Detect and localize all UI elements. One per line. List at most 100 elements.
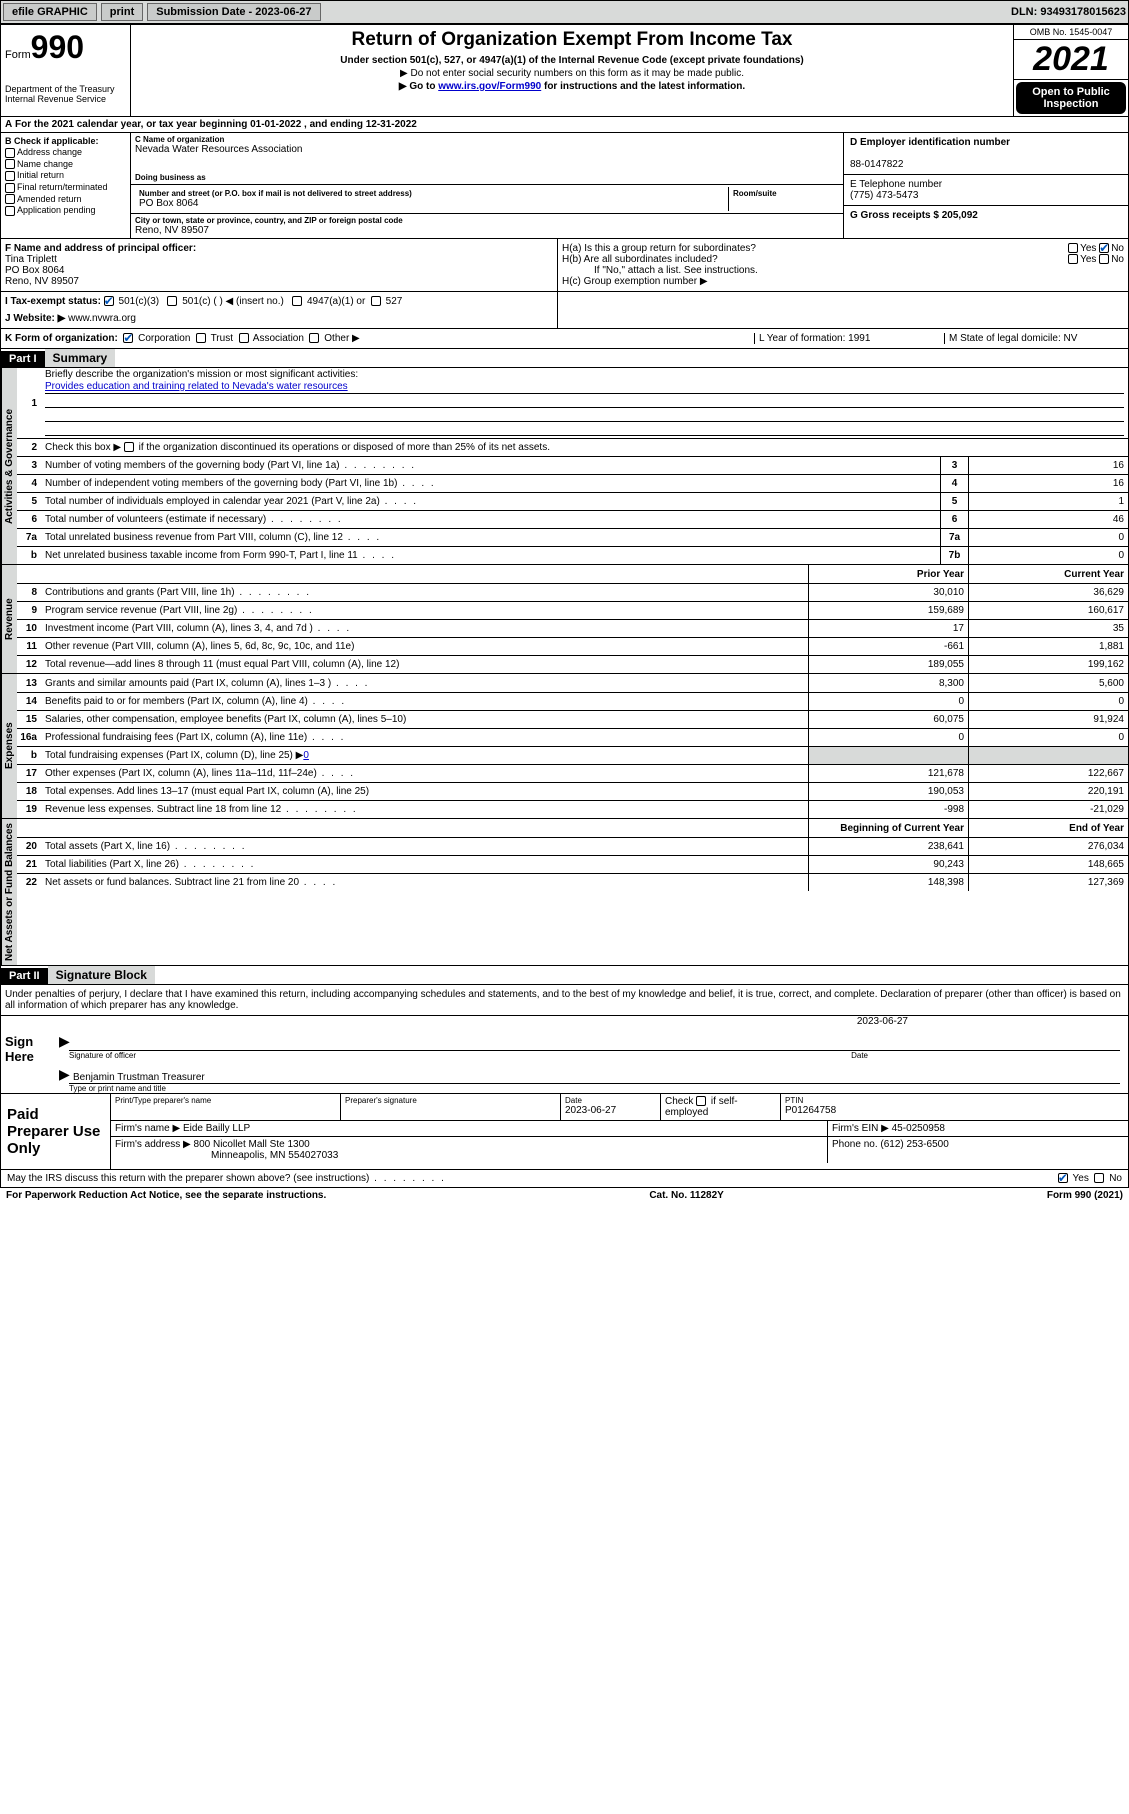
- self-employed-checkbox[interactable]: [696, 1096, 706, 1106]
- hb-no-checkbox[interactable]: [1099, 254, 1109, 264]
- line-5-value: 1: [968, 493, 1128, 510]
- amended-return-checkbox[interactable]: [5, 194, 15, 204]
- line-17-prior: 121,678: [808, 765, 968, 782]
- line-18-label: Total expenses. Add lines 13–17 (must eq…: [41, 785, 808, 798]
- website-label: J Website: ▶: [5, 313, 65, 324]
- firm-addr-label: Firm's address ▶: [115, 1139, 191, 1150]
- line-18-current: 220,191: [968, 783, 1128, 800]
- line-16b-value: 0: [303, 750, 309, 761]
- efile-label: efile GRAPHIC: [3, 3, 97, 21]
- side-label-net-assets: Net Assets or Fund Balances: [1, 819, 17, 965]
- exempt-status-row: I Tax-exempt status: 501(c)(3) 501(c) ( …: [0, 292, 1129, 329]
- line-7a-value: 0: [968, 529, 1128, 546]
- line-21-end: 148,665: [968, 856, 1128, 873]
- officer-name-title: Benjamin Trustman Treasurer: [73, 1072, 205, 1083]
- line-9-prior: 159,689: [808, 602, 968, 619]
- tax-year: 2021: [1014, 40, 1128, 80]
- line-10-label: Investment income (Part VIII, column (A)…: [41, 622, 808, 635]
- address-change-checkbox[interactable]: [5, 148, 15, 158]
- association-checkbox[interactable]: [239, 333, 249, 343]
- trust-checkbox[interactable]: [196, 333, 206, 343]
- prior-year-header: Prior Year: [808, 565, 968, 583]
- form-header: Form990 Department of the Treasury Inter…: [0, 24, 1129, 117]
- line-16a-current: 0: [968, 729, 1128, 746]
- dln: DLN: 93493178015623: [1011, 6, 1126, 18]
- paid-preparer-block: Paid Preparer Use Only Print/Type prepar…: [0, 1094, 1129, 1170]
- line-7b-label: Net unrelated business taxable income fr…: [41, 549, 940, 562]
- corporation-checkbox[interactable]: [123, 333, 133, 343]
- ha-no-checkbox[interactable]: [1099, 243, 1109, 253]
- beginning-year-header: Beginning of Current Year: [808, 819, 968, 837]
- application-pending-checkbox[interactable]: [5, 206, 15, 216]
- line-13-current: 5,600: [968, 674, 1128, 692]
- discuss-label: May the IRS discuss this return with the…: [7, 1173, 446, 1184]
- side-label-governance: Activities & Governance: [1, 368, 17, 564]
- line-12-current: 199,162: [968, 656, 1128, 673]
- discuss-yes-checkbox[interactable]: [1058, 1173, 1068, 1183]
- line-16b-label: Total fundraising expenses (Part IX, col…: [45, 750, 303, 761]
- firm-ein-label: Firm's EIN ▶: [832, 1123, 889, 1134]
- other-checkbox[interactable]: [309, 333, 319, 343]
- final-return-checkbox[interactable]: [5, 183, 15, 193]
- line-7a-label: Total unrelated business revenue from Pa…: [41, 531, 940, 544]
- paperwork-notice: For Paperwork Reduction Act Notice, see …: [6, 1190, 326, 1201]
- line-21-beg: 90,243: [808, 856, 968, 873]
- line-19-prior: -998: [808, 801, 968, 818]
- side-label-expenses: Expenses: [1, 674, 17, 818]
- print-button[interactable]: print: [101, 3, 143, 21]
- check-applicable-col: B Check if applicable: Address change Na…: [1, 133, 131, 238]
- 4947-checkbox[interactable]: [292, 296, 302, 306]
- footer: For Paperwork Reduction Act Notice, see …: [0, 1188, 1129, 1203]
- line-18-prior: 190,053: [808, 783, 968, 800]
- hb-note: If "No," attach a list. See instructions…: [562, 265, 1124, 276]
- initial-return-checkbox[interactable]: [5, 171, 15, 181]
- part-i-header: Part ISummary: [0, 349, 1129, 368]
- identification-block: B Check if applicable: Address change Na…: [0, 133, 1129, 239]
- name-title-caption: Type or print name and title: [61, 1084, 1128, 1093]
- end-year-header: End of Year: [968, 819, 1128, 837]
- firm-addr2-value: Minneapolis, MN 554027033: [115, 1150, 338, 1161]
- line-11-label: Other revenue (Part VIII, column (A), li…: [41, 640, 808, 653]
- irs-link[interactable]: www.irs.gov/Form990: [438, 81, 541, 92]
- discontinued-checkbox[interactable]: [124, 442, 134, 452]
- ha-yes-checkbox[interactable]: [1068, 243, 1078, 253]
- line-20-beg: 238,641: [808, 838, 968, 855]
- line-17-current: 122,667: [968, 765, 1128, 782]
- street-address-label: Number and street (or P.O. box if mail i…: [139, 189, 724, 198]
- tax-exempt-label: I Tax-exempt status:: [5, 296, 101, 307]
- telephone-value: (775) 473-5473: [850, 190, 918, 201]
- line-9-current: 160,617: [968, 602, 1128, 619]
- sig-arrow-icon: ▶: [59, 1033, 70, 1050]
- line-4-value: 16: [968, 475, 1128, 492]
- preparer-date-label: Date: [565, 1096, 656, 1105]
- line-22-beg: 148,398: [808, 874, 968, 891]
- street-address: PO Box 8064: [139, 198, 724, 209]
- form-ref: Form 990 (2021): [1047, 1190, 1123, 1201]
- hb-yes-checkbox[interactable]: [1068, 254, 1078, 264]
- line-20-end: 276,034: [968, 838, 1128, 855]
- line-14-current: 0: [968, 693, 1128, 710]
- form-subtitle-1: Under section 501(c), 527, or 4947(a)(1)…: [139, 55, 1005, 66]
- org-name-label: C Name of organization: [135, 135, 839, 144]
- org-form-row: K Form of organization: Corporation Trus…: [0, 329, 1129, 349]
- line-16a-prior: 0: [808, 729, 968, 746]
- 501c3-checkbox[interactable]: [104, 296, 114, 306]
- department-label: Department of the Treasury Internal Reve…: [5, 84, 126, 104]
- line-11-current: 1,881: [968, 638, 1128, 655]
- line-21-label: Total liabilities (Part X, line 26): [41, 858, 808, 871]
- line-12-prior: 189,055: [808, 656, 968, 673]
- preparer-sig-label: Preparer's signature: [345, 1096, 556, 1105]
- 527-checkbox[interactable]: [371, 296, 381, 306]
- line-17-label: Other expenses (Part IX, column (A), lin…: [41, 767, 808, 780]
- group-return-label: H(a) Is this a group return for subordin…: [562, 243, 756, 254]
- phone-value: (612) 253-6500: [880, 1139, 948, 1150]
- line-13-label: Grants and similar amounts paid (Part IX…: [41, 677, 808, 690]
- name-change-checkbox[interactable]: [5, 159, 15, 169]
- discuss-no-checkbox[interactable]: [1094, 1173, 1104, 1183]
- line-19-current: -21,029: [968, 801, 1128, 818]
- line-8-label: Contributions and grants (Part VIII, lin…: [41, 586, 808, 599]
- sig-arrow-icon-2: ▶: [59, 1066, 70, 1083]
- subordinates-label: H(b) Are all subordinates included?: [562, 254, 718, 265]
- 501c-checkbox[interactable]: [167, 296, 177, 306]
- officer-group-row: F Name and address of principal officer:…: [0, 239, 1129, 292]
